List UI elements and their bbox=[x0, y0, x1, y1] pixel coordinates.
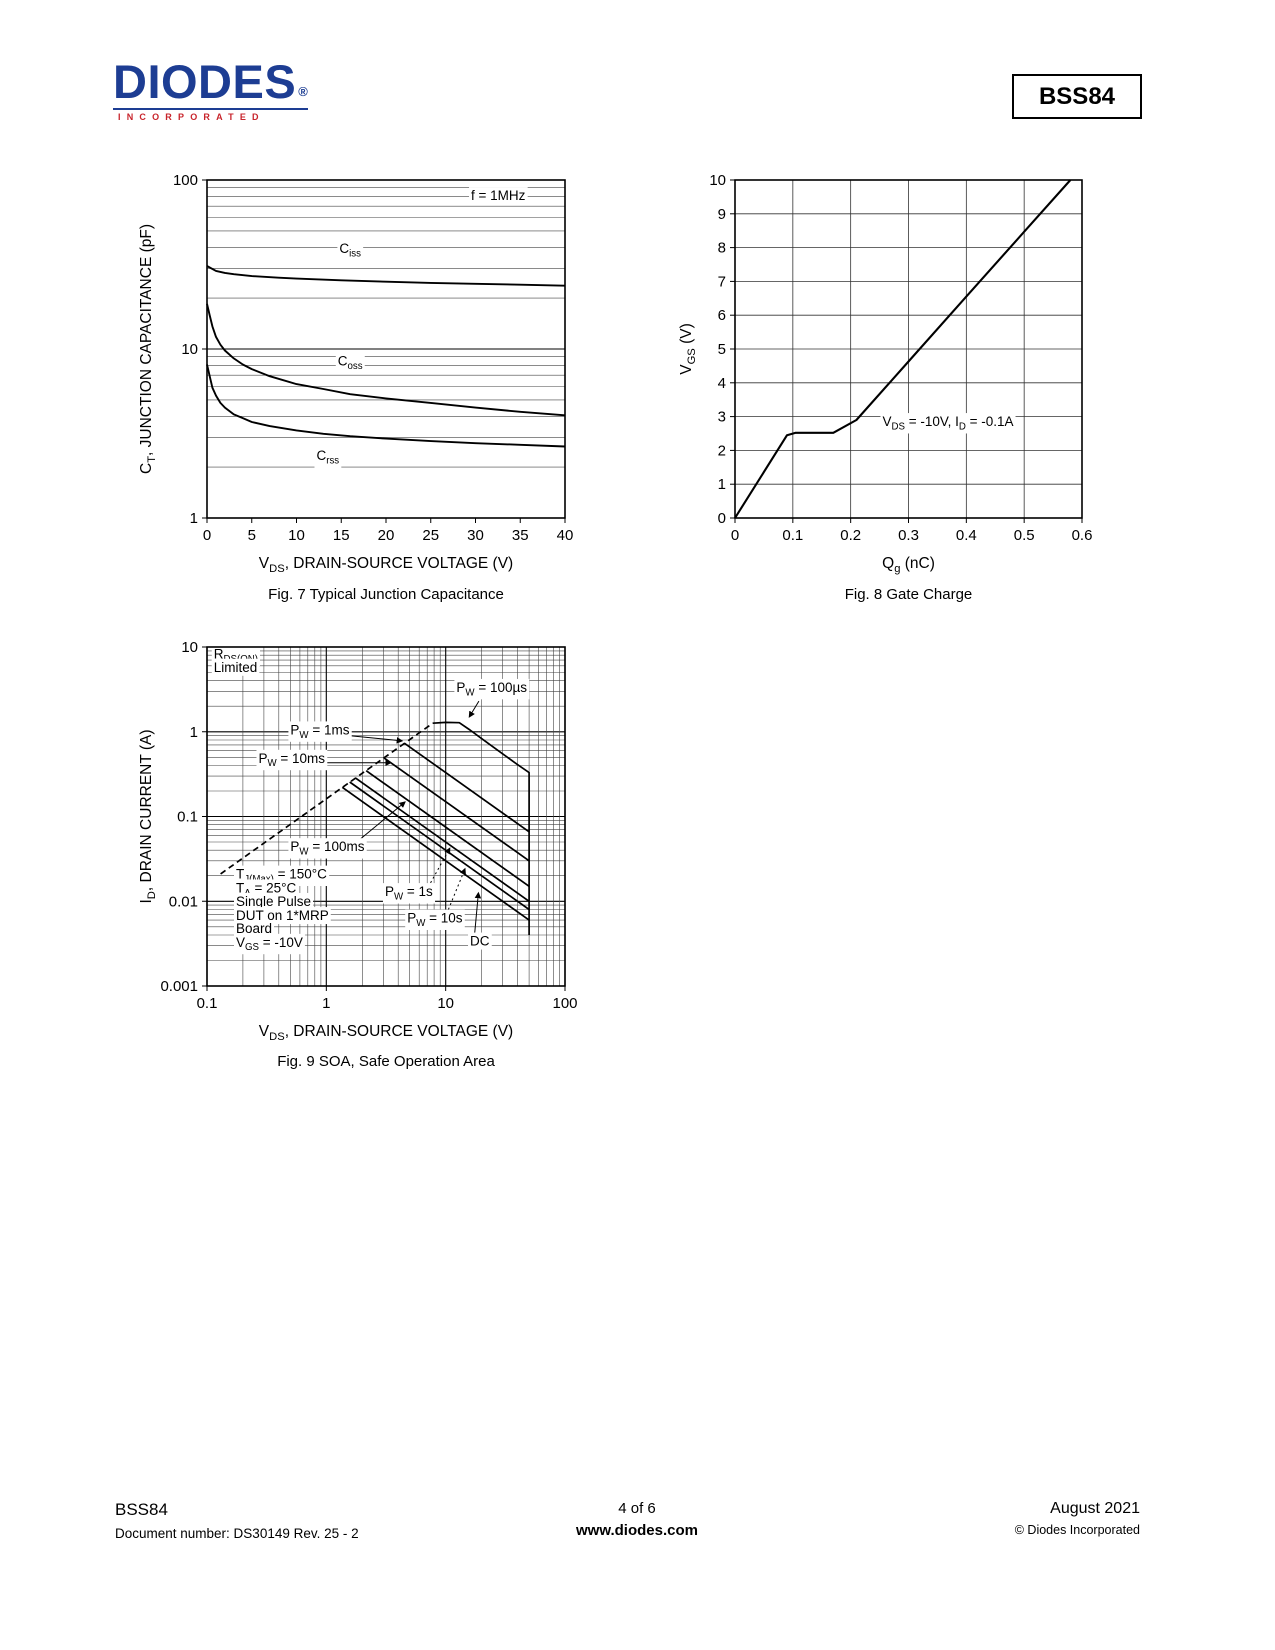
svg-text:25: 25 bbox=[422, 527, 439, 544]
svg-text:PW = 100µs: PW = 100µs bbox=[456, 680, 527, 698]
svg-text:9: 9 bbox=[718, 206, 726, 223]
svg-text:4: 4 bbox=[718, 375, 726, 392]
svg-text:0.4: 0.4 bbox=[956, 527, 977, 544]
svg-text:0.001: 0.001 bbox=[160, 978, 198, 995]
svg-text:0: 0 bbox=[203, 527, 211, 544]
svg-text:VGS (V): VGS (V) bbox=[678, 323, 698, 374]
part-number: BSS84 bbox=[1038, 82, 1116, 110]
svg-text:PW = 100ms: PW = 100ms bbox=[290, 839, 364, 857]
svg-text:VDS = -10V, ID = -0.1A: VDS = -10V, ID = -0.1A bbox=[882, 414, 1013, 432]
svg-text:0.2: 0.2 bbox=[840, 527, 861, 544]
svg-text:ID, DRAIN CURRENT (A): ID, DRAIN CURRENT (A) bbox=[138, 729, 158, 903]
svg-text:0: 0 bbox=[731, 527, 739, 544]
part-number-box: BSS84 bbox=[1012, 74, 1142, 119]
svg-text:10: 10 bbox=[709, 172, 726, 189]
page-number: 4 of 6 bbox=[618, 1500, 656, 1517]
footer-copyright: © Diodes Incorporated bbox=[1014, 1523, 1140, 1537]
junction-capacitance-chart: f = 1MHz Ciss Coss Crss 0 5 10 15 20 25 30 35 40 1 10 1… bbox=[138, 172, 574, 575]
svg-text:VDS, DRAIN-SOURCE VOLTAGE (V): VDS, DRAIN-SOURCE VOLTAGE (V) bbox=[259, 1023, 513, 1043]
svg-text:5: 5 bbox=[248, 527, 256, 544]
svg-text:Single Pulse: Single Pulse bbox=[236, 894, 311, 909]
fig9-caption: Fig. 9 SOA, Safe Operation Area bbox=[277, 1053, 495, 1070]
svg-text:35: 35 bbox=[512, 527, 529, 544]
svg-text:0.3: 0.3 bbox=[898, 527, 919, 544]
website-link[interactable]: www.diodes.com bbox=[576, 1522, 698, 1539]
svg-text:PW = 10s: PW = 10s bbox=[407, 911, 463, 929]
svg-text:10: 10 bbox=[181, 341, 198, 358]
gate-charge-chart: VDS = -10V, ID = -0.1A 0 0.1 0.2 0.3 0.4 0.5 0.… bbox=[678, 172, 1093, 575]
svg-text:Board: Board bbox=[236, 921, 272, 936]
svg-text:10: 10 bbox=[437, 995, 454, 1012]
svg-text:1: 1 bbox=[322, 995, 330, 1012]
logo-text: DIODES bbox=[113, 55, 297, 108]
svg-text:1: 1 bbox=[718, 476, 726, 493]
svg-text:0.6: 0.6 bbox=[1072, 527, 1093, 544]
svg-text:0.01: 0.01 bbox=[169, 893, 198, 910]
svg-text:0.1: 0.1 bbox=[782, 527, 803, 544]
svg-text:5: 5 bbox=[718, 341, 726, 358]
svg-text:20: 20 bbox=[378, 527, 395, 544]
svg-text:0.1: 0.1 bbox=[197, 995, 218, 1012]
svg-text:PW = 1ms: PW = 1ms bbox=[290, 722, 349, 740]
svg-text:f = 1MHz: f = 1MHz bbox=[471, 188, 526, 203]
svg-text:VDS, DRAIN-SOURCE VOLTAGE (V): VDS, DRAIN-SOURCE VOLTAGE (V) bbox=[259, 555, 513, 575]
svg-text:30: 30 bbox=[467, 527, 484, 544]
svg-text:100: 100 bbox=[552, 995, 577, 1012]
svg-text:PW = 1s: PW = 1s bbox=[385, 884, 433, 902]
svg-text:8: 8 bbox=[718, 240, 726, 257]
svg-text:1: 1 bbox=[190, 724, 198, 741]
svg-text:0: 0 bbox=[718, 510, 726, 527]
svg-text:1: 1 bbox=[190, 510, 198, 527]
svg-text:6: 6 bbox=[718, 307, 726, 324]
footer-part-number: BSS84 bbox=[115, 1500, 168, 1519]
svg-text:PW = 10ms: PW = 10ms bbox=[258, 751, 325, 769]
svg-text:0.5: 0.5 bbox=[1014, 527, 1035, 544]
svg-text:DUT on 1*MRP: DUT on 1*MRP bbox=[236, 908, 329, 923]
fig7-caption: Fig. 7 Typical Junction Capacitance bbox=[268, 586, 504, 603]
svg-text:Limited: Limited bbox=[214, 660, 258, 675]
svg-text:40: 40 bbox=[557, 527, 574, 544]
registered-trademark-icon: ® bbox=[298, 84, 309, 99]
svg-text:CT, JUNCTION CAPACITANCE (pF): CT, JUNCTION CAPACITANCE (pF) bbox=[138, 224, 158, 474]
svg-text:10: 10 bbox=[288, 527, 305, 544]
logo-subtext: INCORPORATED bbox=[113, 108, 309, 122]
svg-text:DC: DC bbox=[470, 934, 490, 949]
svg-text:Ciss: Ciss bbox=[339, 241, 361, 259]
svg-text:3: 3 bbox=[718, 409, 726, 426]
svg-text:0.1: 0.1 bbox=[177, 809, 198, 826]
svg-text:10: 10 bbox=[181, 639, 198, 656]
svg-text:100: 100 bbox=[173, 172, 198, 189]
footer-document-number: Document number: DS30149 Rev. 25 - 2 bbox=[115, 1526, 359, 1541]
footer-right: August 2021 © Diodes Incorporated bbox=[1015, 1500, 1140, 1537]
svg-text:15: 15 bbox=[333, 527, 350, 544]
diodes-logo: DIODES ® INCORPORATED bbox=[113, 58, 309, 122]
fig8-caption: Fig. 8 Gate Charge bbox=[844, 586, 973, 603]
footer-left: BSS84 Document number: DS30149 Rev. 25 -… bbox=[115, 1500, 359, 1541]
footer-center: 4 of 6 www.diodes.com bbox=[437, 1500, 837, 1539]
svg-text:2: 2 bbox=[718, 442, 726, 459]
svg-text:Crss: Crss bbox=[316, 448, 339, 466]
logo-wordmark: DIODES ® bbox=[113, 58, 308, 105]
svg-text:7: 7 bbox=[718, 273, 726, 290]
svg-text:Qg (nC): Qg (nC) bbox=[882, 555, 935, 575]
svg-text:Coss: Coss bbox=[338, 353, 363, 371]
footer-date: August 2021 bbox=[1050, 1500, 1140, 1517]
svg-text:VGS = -10V: VGS = -10V bbox=[236, 935, 303, 953]
